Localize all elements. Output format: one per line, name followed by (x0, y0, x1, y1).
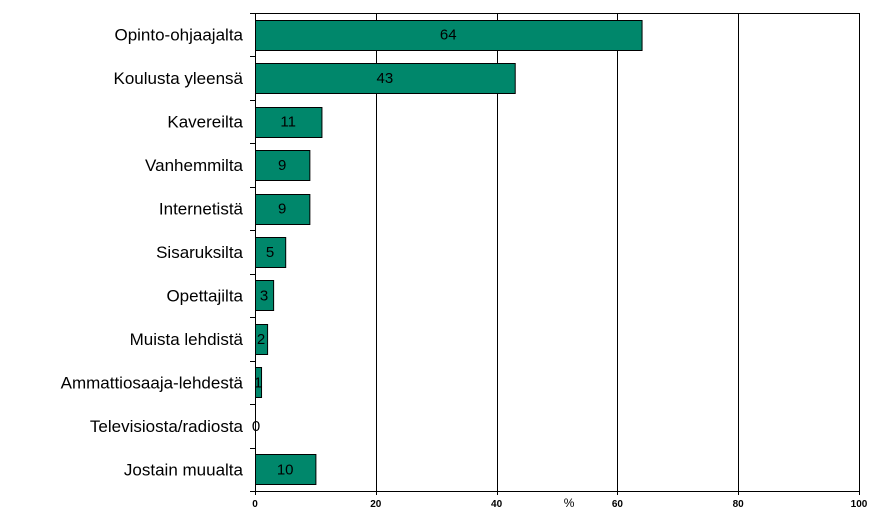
x-tick-labels: 0 20 40 60 80 100 (252, 499, 868, 510)
x-tick-label-80: 80 (733, 499, 745, 510)
bar-2 (255, 107, 323, 138)
category-label-6: Opettajilta (166, 286, 243, 305)
category-labels: Opinto-ohjaajalta Koulusta yleensä Kaverei… (61, 26, 244, 480)
bar-1 (255, 63, 516, 94)
bar-4 (255, 194, 311, 225)
data-label-9: 0 (252, 418, 260, 435)
x-tick-label-60: 60 (612, 499, 624, 510)
bar-7 (255, 324, 269, 355)
x-axis-title: % (564, 496, 575, 510)
category-label-9: Televisiosta/radiosta (90, 417, 244, 436)
data-label-4: 9 (278, 201, 286, 218)
category-label-0: Opinto-ohjaajalta (114, 26, 243, 45)
category-label-8: Ammattiosaaja-lehdestä (61, 373, 244, 392)
bar-5 (255, 237, 287, 268)
category-label-3: Vanhemmilta (145, 156, 243, 175)
data-label-5: 5 (266, 244, 274, 261)
data-label-10: 10 (277, 461, 294, 478)
bar-10 (255, 454, 317, 485)
bar-8 (255, 367, 263, 398)
category-label-4: Internetistä (159, 200, 244, 219)
bar-3 (255, 150, 311, 181)
category-label-7: Muista lehdistä (130, 330, 244, 349)
bar-0 (255, 20, 643, 51)
category-label-1: Koulusta yleensä (114, 69, 244, 88)
bar-6 (255, 280, 275, 311)
bars (255, 20, 643, 485)
category-label-2: Kavereilta (167, 113, 243, 132)
data-label-7: 2 (257, 331, 265, 348)
x-tick-label-40: 40 (491, 499, 503, 510)
data-label-0: 64 (440, 27, 457, 44)
category-label-10: Jostain muualta (124, 460, 244, 479)
data-label-8: 1 (254, 374, 262, 391)
x-tick-label-100: 100 (851, 499, 868, 510)
data-label-3: 9 (278, 157, 286, 174)
data-label-2: 11 (280, 114, 296, 131)
x-tick-label-20: 20 (370, 499, 382, 510)
x-tick-label-0: 0 (252, 499, 258, 510)
data-label-6: 3 (260, 287, 268, 304)
data-label-1: 43 (377, 70, 394, 87)
category-label-5: Sisaruksilta (156, 243, 243, 262)
